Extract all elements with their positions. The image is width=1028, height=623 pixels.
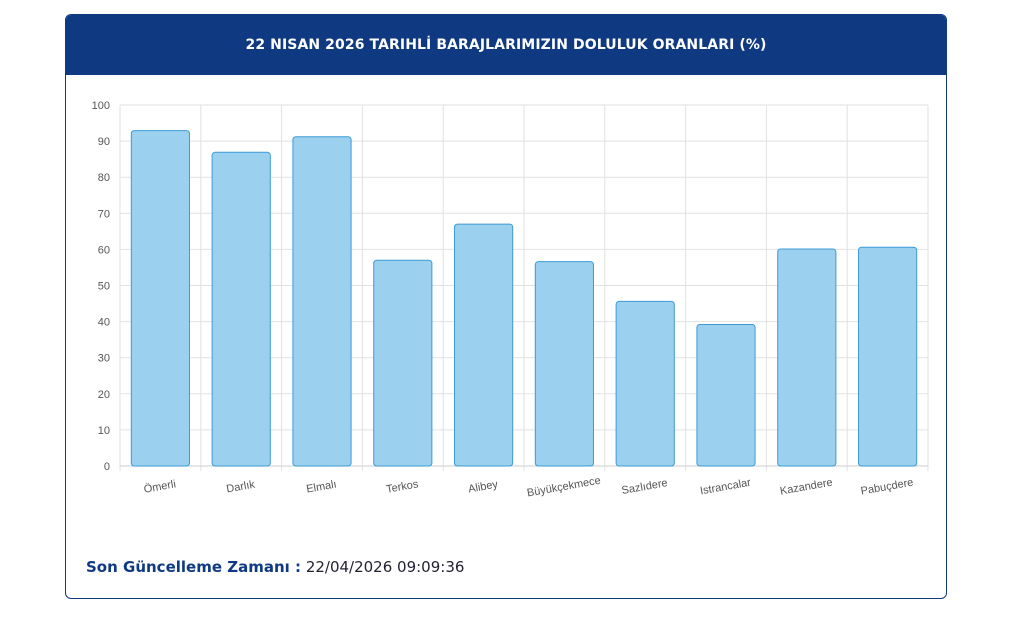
y-tick-label: 90	[98, 136, 110, 148]
bar-ömerli	[130, 130, 190, 467]
y-tick-label: 50	[98, 281, 110, 293]
x-tick-label: Ömerli	[143, 478, 177, 495]
bar-kazandere	[777, 248, 837, 467]
last-update-value: 22/04/2026 09:09:36	[305, 558, 465, 576]
x-tick-label: Sazlıdere	[621, 477, 669, 497]
last-update-label: Son Güncelleme Zamanı :	[86, 558, 302, 576]
chart-area: 0 10 20 30 40 50 60 70 80 90 100 Ömerli Darlık Elmalı…	[66, 75, 946, 545]
x-tick-label: Elmalı	[305, 478, 337, 495]
bar-chart: 0 10 20 30 40 50 60 70 80 90 100 Ömerli Darlık Elmalı…	[92, 100, 929, 500]
y-tick-label: 0	[104, 461, 110, 473]
bar-sazlıdere	[615, 300, 675, 467]
x-tick-label: Terkos	[385, 478, 419, 496]
x-tick-label: Alibey	[467, 478, 499, 495]
bar-darlık	[211, 151, 271, 467]
bar-büyükçekmece	[534, 261, 594, 467]
last-update: Son Güncelleme Zamanı : 22/04/2026 09:09…	[86, 558, 464, 576]
y-tick-label: 20	[98, 389, 110, 401]
bar-pabuçdere	[858, 246, 918, 467]
x-tick-label: Istrancalar	[699, 477, 752, 498]
chart-title-bar: 22 NISAN 2026 TARIHLİ BARAJLARIMIZIN DOL…	[66, 15, 946, 75]
y-tick-label: 100	[92, 100, 110, 112]
chart-title: 22 NISAN 2026 TARIHLİ BARAJLARIMIZIN DOL…	[245, 37, 767, 53]
x-tick-label: Pabuçdere	[860, 477, 914, 498]
y-tick-label: 70	[98, 208, 110, 220]
bar-alibey	[454, 223, 514, 467]
y-tick-label: 30	[98, 353, 110, 365]
x-tick-label: Kazandere	[779, 477, 833, 498]
chart-card: 22 NISAN 2026 TARIHLİ BARAJLARIMIZIN DOL…	[65, 14, 947, 599]
y-tick-label: 10	[98, 425, 110, 437]
bar-terkos	[373, 259, 433, 467]
x-tick-label: Darlık	[225, 479, 256, 496]
bar-istrancalar	[696, 323, 756, 467]
bar-elmalı	[292, 136, 352, 467]
y-tick-label: 40	[98, 317, 110, 329]
x-tick-label: Büyükçekmece	[526, 475, 602, 500]
y-tick-label: 80	[98, 172, 110, 184]
y-tick-label: 60	[98, 244, 110, 256]
